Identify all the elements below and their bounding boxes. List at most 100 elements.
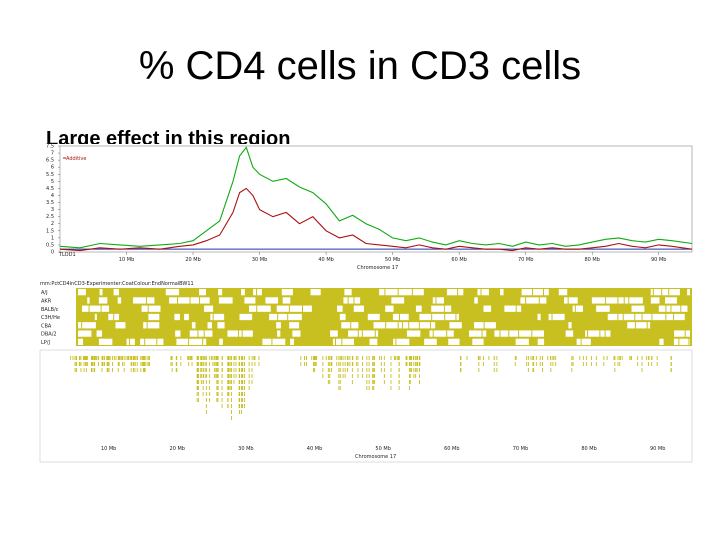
lod-x-tick-label: 80 Mb bbox=[584, 257, 599, 263]
snp-mark bbox=[125, 356, 127, 360]
lod-plot-frame bbox=[59, 145, 693, 253]
snp-mark bbox=[136, 356, 138, 360]
snp-mark bbox=[395, 356, 397, 360]
lod-y-tick-label: 3 bbox=[51, 207, 54, 213]
snp-mark bbox=[542, 368, 543, 372]
snp-mark bbox=[478, 362, 480, 366]
snp-mark bbox=[603, 362, 605, 366]
snp-mark bbox=[198, 392, 199, 396]
snp-mark bbox=[329, 356, 331, 360]
snp-mark bbox=[176, 356, 178, 360]
snp-mark bbox=[200, 362, 202, 366]
snp-mark bbox=[85, 368, 87, 372]
snp-mark bbox=[338, 374, 340, 378]
haplotype-block bbox=[353, 305, 364, 312]
snp-mark bbox=[409, 380, 410, 384]
snp-mark bbox=[123, 362, 125, 366]
haplotype-block bbox=[484, 322, 496, 329]
snp-mark bbox=[550, 368, 552, 372]
snp-mark bbox=[515, 356, 517, 360]
haplotype-block bbox=[500, 289, 504, 296]
snp-mark bbox=[571, 362, 573, 366]
snp-mark bbox=[235, 362, 237, 366]
haplotype-block bbox=[624, 297, 629, 304]
haplotype-block bbox=[449, 322, 462, 329]
snp-mark bbox=[205, 410, 207, 414]
snp-x-tick-label: 10 Mb bbox=[101, 446, 116, 452]
snp-mark bbox=[144, 356, 146, 360]
snp-mark bbox=[555, 356, 557, 360]
haplotype-block bbox=[631, 305, 645, 312]
haplotype-block bbox=[558, 289, 568, 296]
haplotype-block bbox=[227, 330, 238, 337]
snp-mark bbox=[373, 374, 375, 378]
snp-mark bbox=[311, 356, 313, 360]
snp-mark bbox=[144, 368, 145, 372]
lod-y-tick-label: 6 bbox=[51, 165, 54, 171]
snp-mark bbox=[202, 356, 204, 360]
snp-mark bbox=[101, 362, 103, 366]
snp-mark bbox=[366, 368, 368, 372]
snp-mark bbox=[417, 356, 419, 360]
snp-mark bbox=[304, 356, 305, 360]
snp-mark bbox=[227, 356, 229, 360]
snp-mark bbox=[228, 374, 230, 378]
snp-mark bbox=[133, 356, 134, 360]
haplotype-block bbox=[344, 289, 352, 296]
lod-x-tick-label: 40 Mb bbox=[318, 257, 333, 263]
snp-mark bbox=[409, 362, 411, 366]
haplotype-block bbox=[391, 297, 405, 304]
snp-mark bbox=[390, 368, 392, 372]
snp-mark bbox=[229, 368, 231, 372]
snp-mark bbox=[128, 356, 130, 360]
snp-mark bbox=[229, 356, 231, 360]
lod-y-tick-label: 1 bbox=[51, 235, 54, 241]
haplotype-block bbox=[281, 289, 293, 296]
haplotype-block bbox=[108, 313, 114, 321]
snp-mark bbox=[336, 362, 338, 366]
haplotype-block bbox=[526, 297, 539, 304]
snp-mark bbox=[258, 362, 260, 366]
snp-mark bbox=[241, 374, 242, 378]
haplotype-block bbox=[189, 338, 203, 345]
haplotype-block bbox=[572, 305, 575, 312]
lod-y-tick-label: 7.5 bbox=[46, 144, 54, 150]
snp-mark bbox=[380, 362, 382, 366]
snp-mark bbox=[555, 362, 557, 366]
snp-mark bbox=[227, 398, 229, 402]
haplotype-block bbox=[242, 330, 253, 337]
haplotype-block bbox=[548, 313, 552, 321]
snp-mark bbox=[84, 356, 86, 360]
snp-mark bbox=[532, 362, 534, 366]
snp-mark bbox=[338, 362, 340, 366]
snp-mark bbox=[315, 362, 317, 366]
snp-mark bbox=[229, 374, 231, 378]
snp-x-tick-label: 40 Mb bbox=[307, 446, 322, 452]
snp-mark bbox=[614, 368, 616, 372]
snp-mark bbox=[352, 356, 354, 360]
haplotype-block bbox=[343, 297, 348, 304]
haplotype-blocks bbox=[78, 289, 690, 345]
snp-mark bbox=[209, 392, 211, 396]
snp-mark bbox=[390, 356, 392, 360]
haplotype-block bbox=[618, 297, 624, 304]
snp-mark bbox=[244, 380, 245, 384]
snp-mark bbox=[533, 356, 535, 360]
snp-mark bbox=[372, 386, 374, 390]
haplotype-block bbox=[257, 305, 271, 312]
snp-mark bbox=[244, 356, 245, 360]
haplotype-block bbox=[398, 322, 402, 329]
snp-mark bbox=[228, 356, 230, 360]
snp-mark bbox=[235, 356, 237, 360]
lod-y-axis: 0 0.511.522.533.544.555.566.577.5 bbox=[46, 144, 60, 256]
snp-mark bbox=[390, 374, 392, 378]
snp-mark bbox=[221, 386, 223, 390]
snp-mark bbox=[221, 362, 223, 366]
haplotype-block bbox=[424, 338, 437, 345]
haplotype-block bbox=[178, 297, 190, 304]
haplotype-block bbox=[386, 322, 398, 329]
snp-mark bbox=[231, 404, 232, 408]
snp-mark bbox=[239, 380, 240, 384]
snp-mark bbox=[106, 362, 108, 366]
snp-mark bbox=[351, 374, 353, 378]
